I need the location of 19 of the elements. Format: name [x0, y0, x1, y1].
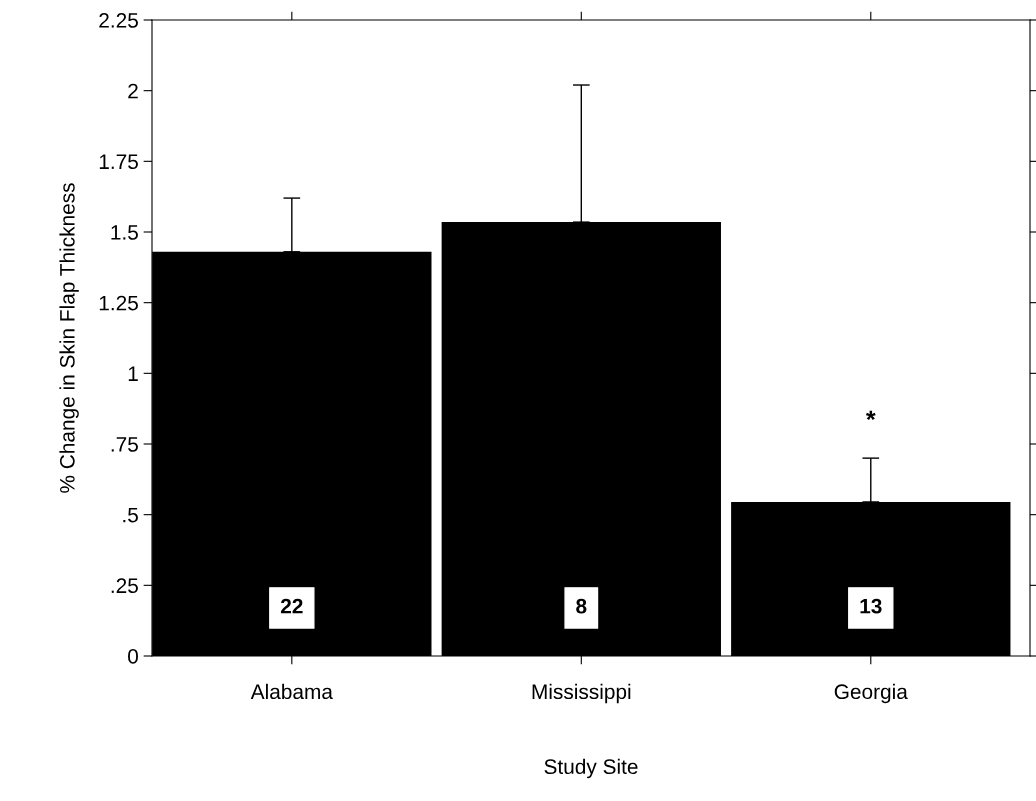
x-axis-title: Study Site	[544, 758, 638, 779]
annotation: 13	[860, 598, 882, 614]
annotation: 8	[576, 598, 587, 614]
annotation: *	[865, 410, 876, 421]
y-tick-label: .25	[111, 578, 138, 594]
y-tick-label: 0	[128, 649, 138, 664]
y-tick-label: 1.75	[99, 154, 138, 170]
y-tick-label: 2	[128, 83, 138, 99]
y-tick-label: 1.5	[111, 225, 138, 240]
x-tick-label: Alabama	[250, 683, 333, 700]
y-tick-label: .5	[123, 507, 138, 523]
annotation: 22	[280, 598, 303, 614]
y-axis-title: % Change in Skin Flap Thickness	[59, 183, 79, 493]
x-tick-label: Georgia	[834, 683, 908, 704]
y-tick-label: 1	[128, 366, 138, 381]
y-tick-label: 1.25	[99, 295, 138, 311]
x-tick-label: Mississippi	[532, 683, 631, 704]
y-tick-label: 2.25	[99, 13, 138, 28]
y-tick-label: .75	[111, 437, 138, 452]
